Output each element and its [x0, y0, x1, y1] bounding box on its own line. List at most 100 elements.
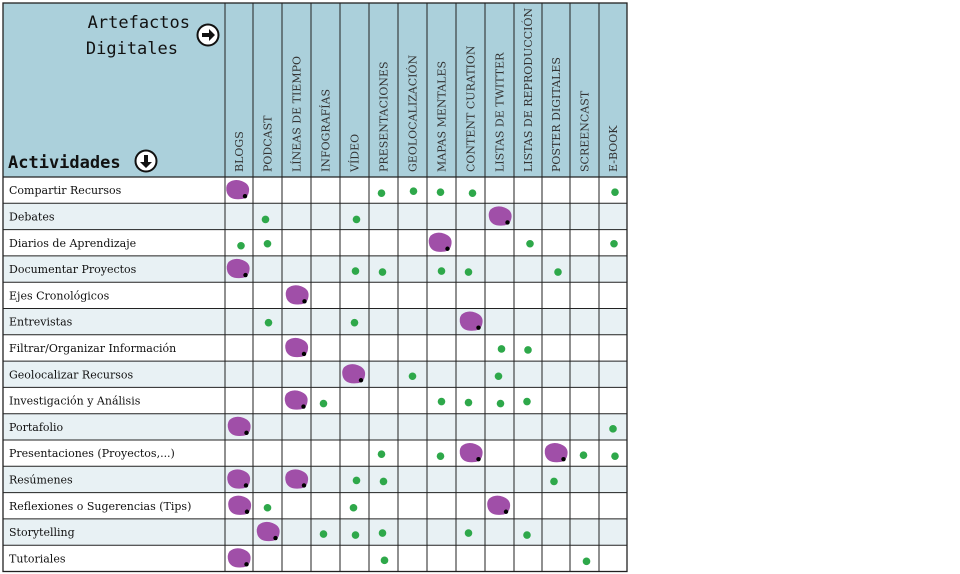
usage-dot [379, 477, 388, 486]
row-stripe [3, 518, 627, 546]
row-label: Resúmenes [9, 473, 73, 486]
right-arrow-circle-icon [196, 23, 220, 47]
column-header: SCREENCAST [579, 90, 592, 172]
blob-fill [285, 469, 309, 489]
highlight-blob [544, 443, 568, 463]
column-header: LISTAS DE REPRODUCCIÓN [521, 7, 535, 172]
blob-ink-spot [476, 325, 481, 330]
usage-dot [550, 477, 558, 486]
usage-dot [264, 318, 273, 327]
usage-dot [526, 239, 534, 248]
row-stripe [3, 413, 627, 440]
usage-dot [409, 187, 418, 195]
blob-ink-spot [505, 220, 510, 225]
usage-dot [263, 239, 272, 248]
highlight-blob [459, 443, 483, 463]
highlight-blob [227, 469, 251, 489]
row-stripe [3, 466, 627, 493]
row-stripe [3, 361, 627, 388]
usage-dot [349, 503, 358, 512]
highlight-blob [459, 311, 483, 331]
highlight-blob [256, 521, 280, 542]
highlight-blob [226, 180, 250, 200]
row-label: Tutoriales [9, 552, 66, 565]
column-header: PODCAST [262, 115, 275, 172]
usage-dot [378, 529, 387, 537]
table-header: Artefactos Digitales Actividades [8, 13, 220, 173]
row-stripe [3, 255, 627, 283]
usage-dot [464, 398, 473, 407]
usage-dot [380, 556, 389, 565]
matrix-marks [226, 180, 619, 568]
blob-fill [256, 521, 280, 542]
usage-dot [408, 372, 417, 381]
usage-dot [464, 529, 473, 537]
usage-dot [579, 451, 588, 459]
highlight-blob [342, 364, 366, 384]
usage-dot [554, 268, 562, 276]
column-header: PRESENTACIONES [378, 61, 391, 172]
row-label: Compartir Recursos [9, 184, 122, 197]
blob-ink-spot [358, 378, 364, 383]
row-stripe [3, 308, 627, 335]
usage-dot [609, 425, 617, 433]
usage-dot [496, 399, 505, 408]
blob-fill [428, 232, 452, 252]
blob-fill [227, 416, 251, 436]
actividades-label: Actividades [8, 153, 121, 173]
usage-dot [436, 188, 445, 196]
usage-dot [350, 318, 359, 327]
blob-ink-spot [243, 272, 248, 278]
highlight-blob [428, 232, 452, 252]
blob-fill [226, 180, 250, 200]
table-background [3, 3, 627, 546]
blob-fill [227, 469, 251, 489]
table-grid-lines [2, 2, 628, 573]
blob-fill [228, 495, 252, 515]
column-header: CONTENT CURATION [465, 45, 478, 172]
blob-fill [544, 443, 568, 463]
blob-ink-spot [476, 456, 481, 462]
blob-fill [459, 311, 483, 331]
usage-dot [464, 268, 473, 276]
column-header: BLOGS [233, 131, 246, 172]
usage-dot [436, 452, 445, 460]
highlight-blob [488, 206, 512, 226]
blob-ink-spot [445, 246, 450, 251]
blob-ink-spot [273, 535, 278, 541]
column-header: GEOLOCALIZACIÓN [406, 54, 420, 172]
usage-dot [494, 372, 503, 381]
usage-dot [378, 268, 387, 276]
usage-dot [611, 452, 619, 460]
row-label: Filtrar/Organizar Información [9, 342, 176, 355]
usage-dot [261, 215, 270, 224]
blob-ink-spot [244, 509, 250, 514]
column-header: INFOGRAFÍAS [319, 89, 333, 172]
usage-dot [377, 450, 386, 458]
usage-dot [523, 531, 531, 539]
row-label: Ejes Cronológicos [9, 289, 110, 302]
usage-dot [468, 189, 477, 197]
blob-fill [284, 390, 308, 410]
usage-dot [377, 189, 386, 197]
blob-ink-spot [301, 483, 307, 488]
blob-ink-spot [242, 193, 248, 199]
row-label: Diarios de Aprendizaje [9, 237, 136, 250]
blob-fill [459, 443, 483, 463]
blob-ink-spot [561, 456, 566, 462]
blob-ink-spot [244, 430, 249, 436]
blob-fill [488, 206, 512, 226]
usage-dot [523, 397, 531, 406]
usage-dot [437, 397, 446, 406]
column-labels: BLOGS PODCAST LÍNEAS DE TIEMPO INFOGRAFÍAS V… [233, 7, 620, 173]
highlight-blob [285, 469, 309, 489]
usage-dot [237, 241, 245, 250]
usage-dot [352, 476, 361, 485]
highlight-blob [228, 495, 252, 515]
blob-fill [285, 285, 309, 305]
usage-dot [319, 399, 328, 408]
highlight-blob [285, 337, 309, 358]
usage-dot [524, 346, 532, 354]
row-label: Presentaciones (Proyectos,...) [9, 447, 175, 460]
